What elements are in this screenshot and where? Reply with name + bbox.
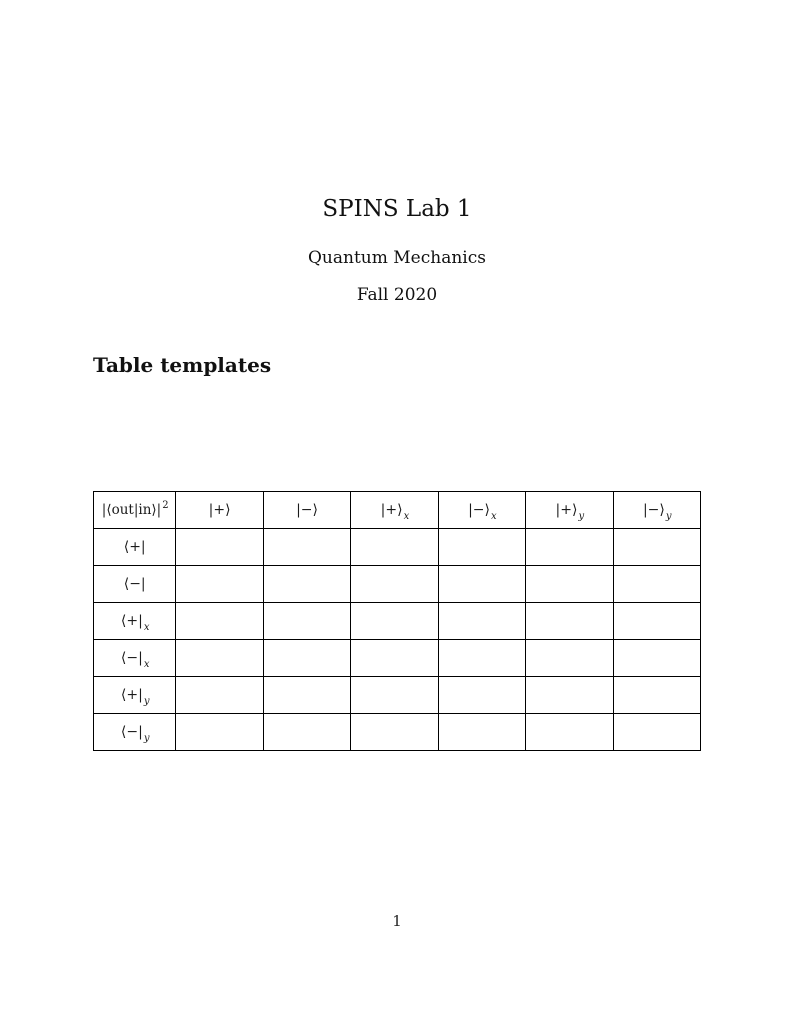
row-label-subscript: x [143,621,150,633]
title-block: SPINS Lab 1 Quantum Mechanics Fall 2020 [0,196,794,305]
table-cell [175,638,264,677]
table-cell [612,638,702,677]
column-header-subscript: x [403,510,410,522]
row-label-subscript: x [143,658,150,670]
document-subtitle: Quantum Mechanics [308,248,486,269]
row-label-plus-x: ⟨+|x [92,601,177,640]
table-row: ⟨−| [92,564,702,603]
row-label-subscript: y [143,695,150,707]
table-cell [525,675,614,714]
column-header-main: |+⟩ [555,501,578,518]
column-header-main: |−⟩ [296,501,318,518]
column-header-main: |−⟩ [468,501,491,518]
column-header-subscript: y [665,510,672,522]
row-label-main: ⟨+| [120,686,143,703]
table-cell [525,712,614,751]
table-cell [525,564,614,603]
table-cell [262,712,352,751]
table-row: ⟨+| [92,527,702,566]
row-label-main: ⟨+| [120,612,143,629]
table-cell [350,675,439,714]
table-cell [262,527,352,566]
table-cell [437,675,527,714]
table-cell [612,675,702,714]
page-number: 1 [392,912,402,930]
table-cell [350,564,439,603]
table-cell [175,601,264,640]
column-header-subscript: y [578,510,585,522]
table-cell [437,601,527,640]
table-cell [262,564,352,603]
row-label-minus-y: ⟨−|y [92,712,177,751]
probability-table: |⟨out|in⟩|2 |+⟩ |−⟩ |+⟩x |−⟩x |+⟩y [92,490,702,751]
table-cell [437,564,527,603]
row-label-main: ⟨−| [120,649,143,666]
table-cell [350,712,439,751]
table-cell [262,638,352,677]
table-cell [612,712,702,751]
column-header-plus-y: |+⟩y [525,490,614,529]
corner-header-main: |⟨out|in⟩| [101,501,162,518]
table-cell [350,601,439,640]
row-label-plus-y: ⟨+|y [92,675,177,714]
document-date: Fall 2020 [356,285,438,306]
table-cell [175,527,264,566]
table-cell [612,601,702,640]
table-corner-header: |⟨out|in⟩|2 [92,490,177,529]
row-label-main: ⟨+| [123,538,146,555]
table-cell [175,712,264,751]
row-label-minus-z: ⟨−| [92,564,177,603]
column-header-main: |−⟩ [642,501,665,518]
row-label-plus-z: ⟨+| [92,527,177,566]
table-row: ⟨+|y [92,675,702,714]
column-header-minus-x: |−⟩x [437,490,527,529]
row-label-main: ⟨−| [123,575,146,592]
table-cell [175,564,264,603]
column-header-plus-x: |+⟩x [350,490,439,529]
table-row: ⟨−|y [92,712,702,751]
section-heading: Table templates [93,352,272,377]
table-cell [262,675,352,714]
table-row: ⟨−|x [92,638,702,677]
document-title: SPINS Lab 1 [322,196,472,222]
table-cell [525,601,614,640]
column-header-subscript: x [491,510,497,522]
table-cell [437,527,527,566]
table-cell [175,675,264,714]
table-cell [525,527,614,566]
row-label-minus-x: ⟨−|x [92,638,177,677]
table-cell [612,564,702,603]
column-header-minus-y: |−⟩y [612,490,702,529]
table-cell [262,601,352,640]
table-header-row: |⟨out|in⟩|2 |+⟩ |−⟩ |+⟩x |−⟩x |+⟩y [92,490,702,529]
table-row: ⟨+|x [92,601,702,640]
table-cell [525,638,614,677]
corner-header-superscript: 2 [162,499,169,511]
column-header-main: |+⟩ [380,501,403,518]
column-header-plus-z: |+⟩ [175,490,264,529]
table-cell [350,527,439,566]
column-header-minus-z: |−⟩ [262,490,352,529]
table-cell [612,527,702,566]
column-header-main: |+⟩ [208,501,231,518]
row-label-main: ⟨−| [120,723,143,740]
table-cell [437,638,527,677]
row-label-subscript: y [143,732,150,744]
table-cell [437,712,527,751]
table-cell [350,638,439,677]
